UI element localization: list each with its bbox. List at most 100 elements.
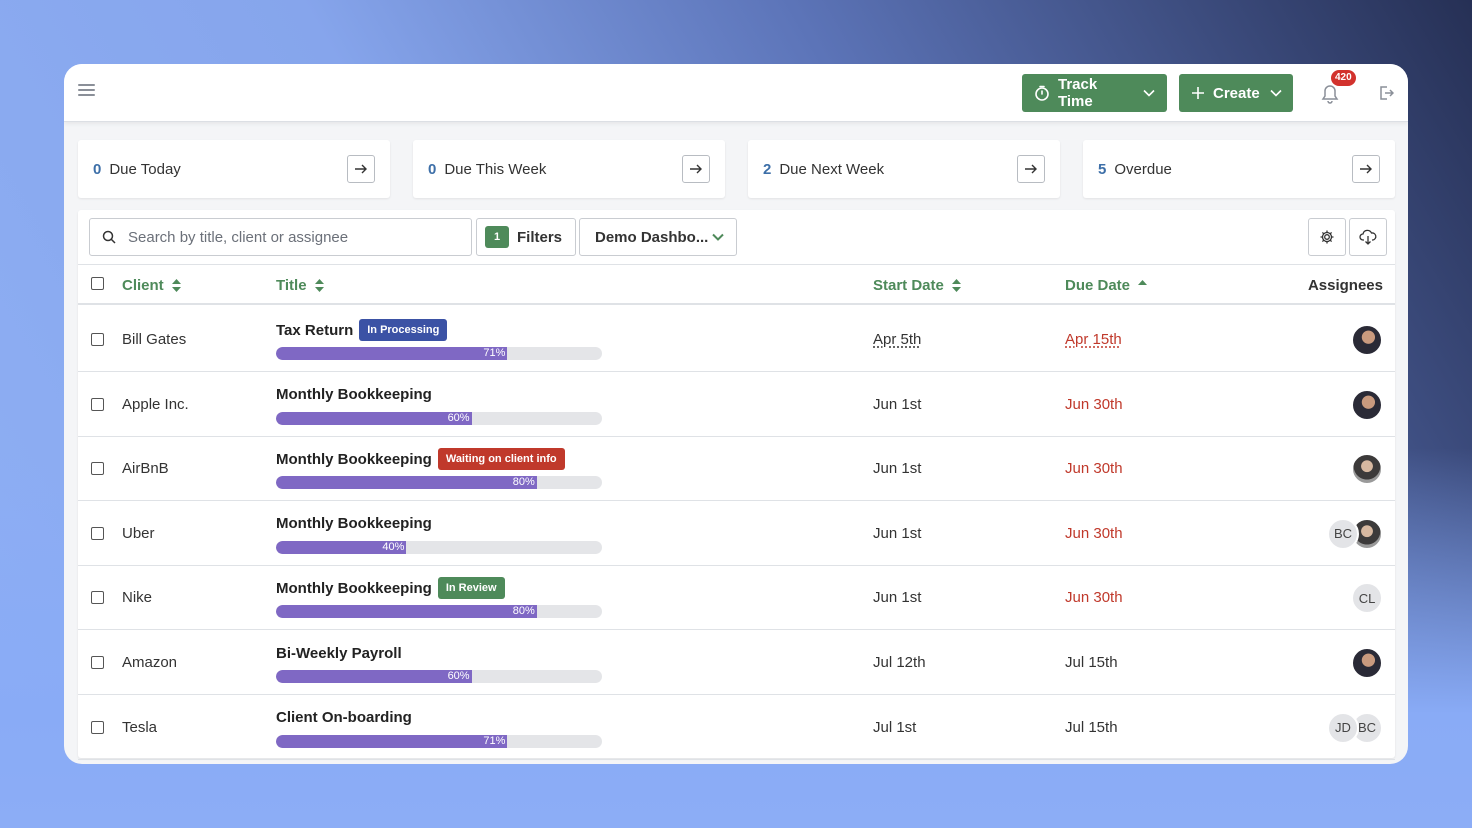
client-name[interactable]: Nike — [122, 589, 153, 607]
menu-icon[interactable] — [78, 84, 95, 98]
column-due-date[interactable]: Due Date — [1065, 277, 1148, 294]
sort-icon — [314, 279, 324, 292]
card-due-this-week[interactable]: 0 Due This Week — [413, 140, 725, 198]
arrow-right-icon[interactable] — [347, 155, 375, 183]
dashboard-select[interactable]: Demo Dashbo... — [579, 218, 737, 256]
notification-badge: 420 — [1331, 70, 1356, 86]
row-checkbox[interactable] — [91, 526, 104, 540]
job-title[interactable]: Bi-Weekly Payroll — [276, 644, 402, 662]
card-label: Due Next Week — [779, 160, 885, 178]
search-icon — [102, 230, 116, 244]
job-title[interactable]: Monthly Bookkeeping — [276, 579, 432, 597]
sort-ascending-icon — [1138, 279, 1148, 285]
client-name[interactable]: Tesla — [122, 718, 158, 736]
start-date: Jun 1st — [873, 395, 922, 413]
client-name[interactable]: Uber — [122, 524, 155, 542]
status-badge: Waiting on client info — [437, 448, 565, 471]
job-title[interactable]: Tax Return — [276, 321, 354, 339]
row-checkbox[interactable] — [91, 720, 104, 734]
create-button[interactable]: Create — [1179, 74, 1293, 112]
row-checkbox[interactable] — [91, 462, 104, 476]
stopwatch-icon — [1035, 85, 1049, 101]
assignee-avatars: BC — [1327, 517, 1383, 550]
create-label: Create — [1213, 84, 1260, 102]
status-badge: In Processing — [359, 319, 448, 341]
avatar[interactable]: BC — [1327, 517, 1359, 550]
progress-fill: 71% — [276, 734, 508, 748]
arrow-right-icon[interactable] — [682, 155, 710, 183]
row-checkbox[interactable] — [91, 333, 104, 346]
column-start-date[interactable]: Start Date — [873, 277, 961, 294]
job-title-cell: Tax Return In Processing 71% — [276, 319, 602, 360]
row-checkbox[interactable] — [91, 591, 104, 605]
job-title[interactable]: Monthly Bookkeeping — [276, 386, 432, 404]
client-name[interactable]: Amazon — [122, 654, 178, 671]
search-input[interactable] — [128, 228, 458, 246]
column-due-date-label: Due Date — [1065, 277, 1131, 294]
download-button[interactable] — [1349, 218, 1387, 256]
arrow-right-icon[interactable] — [1017, 155, 1045, 183]
table-row[interactable]: Bill Gates Tax Return In Processing 71% … — [78, 307, 1395, 372]
column-assignees-label: Assignees — [1307, 277, 1383, 294]
card-count: 0 — [93, 160, 102, 178]
due-date: Apr 15th — [1065, 331, 1122, 348]
track-time-button[interactable]: Track Time — [1022, 74, 1167, 112]
table-row[interactable]: Amazon Bi-Weekly Payroll 60% Jul 12th Ju… — [78, 630, 1395, 695]
avatar[interactable] — [1351, 453, 1383, 486]
start-date: Jul 1st — [873, 718, 917, 736]
job-title-cell: Client On-boarding 71% — [276, 707, 602, 748]
table-row[interactable]: Apple Inc. Monthly Bookkeeping 60% Jun 1… — [78, 372, 1395, 437]
top-bar: Track Time Create 420 — [64, 64, 1408, 122]
track-time-label: Track Time — [1058, 76, 1098, 110]
client-name[interactable]: Apple Inc. — [122, 395, 189, 413]
avatar[interactable]: CL — [1351, 582, 1383, 615]
avatar[interactable] — [1351, 324, 1383, 356]
assignee-avatars — [1351, 388, 1383, 421]
assignee-avatars — [1351, 324, 1383, 356]
progress-bar: 80% — [276, 476, 602, 490]
avatar[interactable] — [1351, 388, 1383, 421]
due-date: Jun 30th — [1065, 460, 1123, 478]
progress-bar: 71% — [276, 734, 602, 748]
status-badge: In Review — [437, 577, 505, 600]
avatar[interactable] — [1351, 647, 1383, 679]
client-name[interactable]: AirBnB — [122, 460, 169, 478]
card-label: Due Today — [109, 160, 181, 178]
column-assignees: Assignees — [1308, 277, 1383, 294]
table-row[interactable]: Tesla Client On-boarding 71% Jul 1st Jul… — [78, 695, 1395, 760]
logout-icon[interactable] — [1378, 85, 1394, 101]
settings-button[interactable] — [1308, 218, 1346, 256]
filters-button[interactable]: 1 Filters — [476, 218, 576, 256]
chevron-down-icon — [712, 233, 724, 241]
card-due-next-week[interactable]: 2 Due Next Week — [748, 140, 1060, 198]
card-overdue[interactable]: 5 Overdue — [1083, 140, 1395, 198]
avatar[interactable]: JD — [1327, 711, 1359, 744]
row-checkbox[interactable] — [91, 656, 104, 669]
job-title-cell: Monthly Bookkeeping 40% — [276, 513, 602, 554]
select-all-checkbox[interactable] — [91, 277, 104, 290]
table-row[interactable]: Nike Monthly Bookkeeping In Review 80% J… — [78, 565, 1395, 631]
job-title[interactable]: Client On-boarding — [276, 709, 412, 727]
start-date: Jun 1st — [873, 460, 922, 478]
row-checkbox[interactable] — [91, 397, 104, 411]
progress-bar: 60% — [276, 670, 602, 683]
job-title[interactable]: Monthly Bookkeeping — [276, 450, 432, 468]
progress-bar: 80% — [276, 605, 602, 619]
column-client[interactable]: Client — [122, 277, 181, 294]
job-title-cell: Monthly Bookkeeping Waiting on client in… — [276, 448, 602, 490]
client-name[interactable]: Bill Gates — [122, 331, 187, 348]
card-due-today[interactable]: 0 Due Today — [78, 140, 390, 198]
column-title[interactable]: Title — [276, 277, 324, 294]
column-start-date-label: Start Date — [873, 277, 944, 294]
bell-icon[interactable] — [1321, 84, 1339, 104]
due-date: Jun 30th — [1065, 395, 1123, 413]
job-title[interactable]: Monthly Bookkeeping — [276, 515, 432, 533]
search-box — [89, 218, 472, 256]
filters-label: Filters — [517, 228, 563, 246]
job-title-cell: Monthly Bookkeeping 60% — [276, 384, 602, 425]
arrow-right-icon[interactable] — [1352, 155, 1380, 183]
progress-fill: 71% — [276, 347, 508, 360]
table-row[interactable]: Uber Monthly Bookkeeping 40% Jun 1st Jun… — [78, 501, 1395, 566]
table-row[interactable]: AirBnB Monthly Bookkeeping Waiting on cl… — [78, 436, 1395, 502]
due-date: Jul 15th — [1065, 654, 1118, 671]
